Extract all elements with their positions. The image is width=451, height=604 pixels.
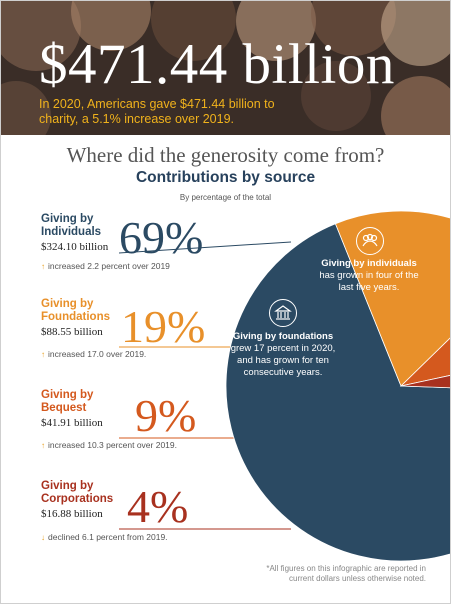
source-individuals: Giving by Individuals $324.10 billion 69… [41,213,271,273]
chart-title: Contributions by source [135,169,316,186]
individuals-pie-title: Giving by individuals [321,258,417,269]
source-percent: 9% [135,390,197,441]
up-arrow-icon: ↑ [41,350,45,359]
source-foundations: Giving by Foundations $88.55 billion 19%… [41,298,271,359]
foundations-pie-text: grew 17 percent in 2020, and has grown f… [230,343,336,378]
source-amount: $88.55 billion [41,326,103,338]
chart-note: By percentage of the total [179,193,272,202]
foundations-pie-title: Giving by foundations [232,331,334,342]
source-change: ↑ increased 17.0 over 2019. [41,349,147,359]
source-label: Giving by Bequest [41,389,94,414]
building-icon [269,299,297,327]
hero-banner: $471.44 billion In 2020, Americans gave … [1,1,450,135]
up-arrow-icon: ↑ [41,262,45,271]
source-amount: $16.88 billion [41,508,103,520]
foundations-pie-label: Giving by foundations grew 17 percent in… [226,331,340,379]
source-label: Giving by Individuals [41,213,102,238]
pie-slice-foundations [334,210,450,387]
source-amount: $41.91 billion [41,417,103,429]
up-arrow-icon: ↑ [41,441,45,450]
headline: Where did the generosity come from? [66,143,385,167]
source-label: Giving by Corporations [41,480,114,505]
source-percent: 4% [127,481,189,532]
source-bequest: Giving by Bequest $41.91 billion 9% ↑ inc… [41,389,271,450]
source-change: ↑ increased 10.3 percent over 2019. [41,440,178,450]
hero-subtitle: In 2020, Americans gave $471.44 billion … [39,97,275,126]
pie-slice-bequest [399,337,450,387]
individuals-pie-label: Giving by individuals has grown in four … [313,258,425,294]
source-amount: $324.10 billion [41,241,109,253]
source-change: ↑ increased 2.2 percent over 2019 [41,261,170,271]
source-percent: 19% [121,301,206,352]
source-percent: 69% [119,212,204,263]
individuals-pie-text: has grown in four of the last five years… [319,270,419,293]
leader-line-individuals [118,241,292,254]
pie-slice-corporations [400,374,450,389]
people-icon [356,227,384,255]
source-label: Giving by Foundations [41,298,110,323]
source-corporations: Giving by Corporations $16.88 billion 4%… [41,480,271,542]
hero-title: $471.44 billion [39,33,395,96]
source-change: ↓ declined 6.1 percent from 2019. [41,532,168,542]
down-arrow-icon: ↓ [41,533,45,542]
footnote: *All figures on this infographic are rep… [266,564,426,583]
